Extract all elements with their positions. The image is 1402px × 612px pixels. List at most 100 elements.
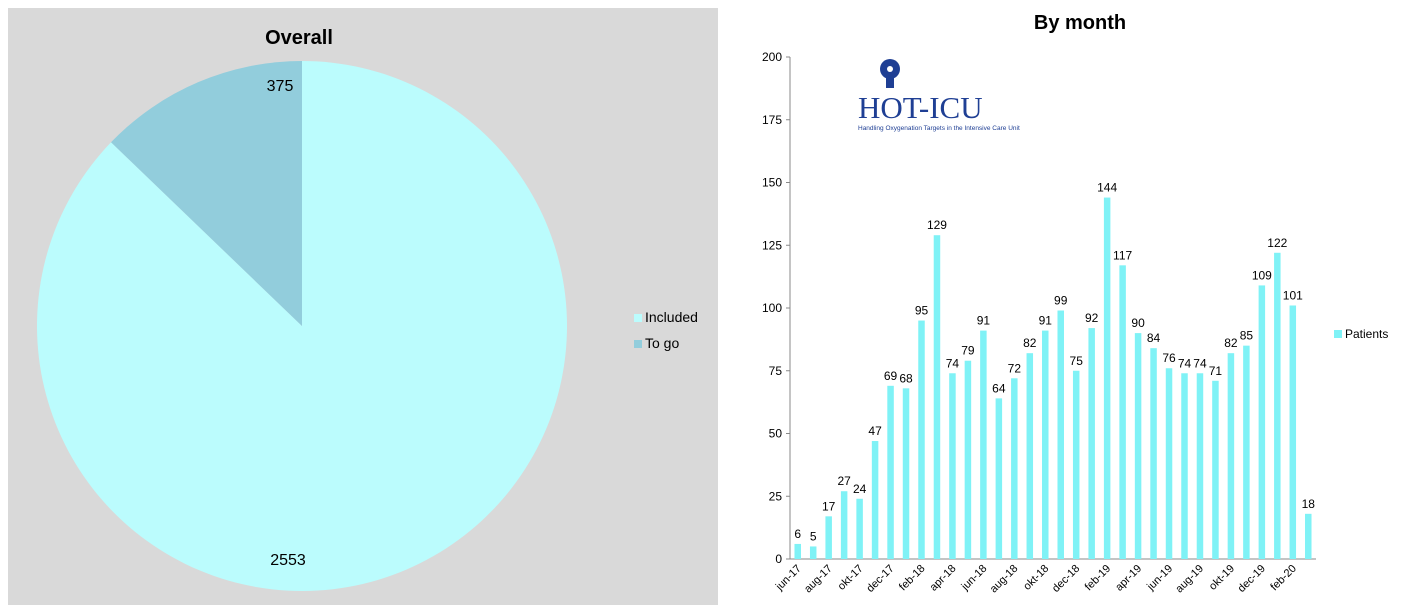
- x-tick-label: feb-19: [1083, 563, 1114, 594]
- bar-data-label: 27: [837, 474, 851, 488]
- bar-aug-18: [1011, 378, 1018, 559]
- bar-data-label: 82: [1023, 336, 1037, 350]
- x-tick-label: aug-17: [802, 563, 835, 596]
- y-tick-label: 100: [762, 301, 782, 315]
- x-tick-label: jun-19: [1144, 563, 1175, 594]
- pie-legend-swatch: [634, 314, 642, 322]
- bar-sep-18: [1026, 353, 1034, 559]
- bar-data-label: 75: [1070, 354, 1084, 368]
- x-tick-label: apr-19: [1113, 563, 1144, 594]
- bar-jul-17: [809, 546, 817, 559]
- bar-data-label: 74: [1178, 356, 1192, 370]
- x-tick-label: dec-19: [1236, 563, 1268, 595]
- bar-data-label: 109: [1252, 268, 1272, 282]
- y-tick-label: 75: [769, 364, 783, 378]
- bar-apr-18: [949, 373, 956, 559]
- bar-jan-18: [902, 388, 910, 559]
- logo-key-stem: [886, 78, 894, 88]
- bar-okt-18: [1042, 330, 1049, 559]
- x-tick-label: jun-17: [773, 563, 804, 594]
- bar-mar-19: [1119, 265, 1126, 559]
- bar-mar-20: [1305, 513, 1312, 559]
- bar-jan-20: [1274, 252, 1281, 559]
- bar-maj-19: [1150, 348, 1157, 559]
- bar-data-label: 47: [868, 424, 882, 438]
- bar-data-label: 17: [822, 499, 836, 513]
- x-tick-label: feb-20: [1268, 563, 1299, 594]
- bar-data-label: 99: [1054, 294, 1068, 308]
- bar-feb-20: [1289, 305, 1297, 559]
- bar-aug-19: [1196, 373, 1204, 559]
- logo-wordmark: HOT-ICU: [858, 90, 983, 125]
- bar-dec-18: [1072, 370, 1080, 559]
- bar-data-label: 5: [810, 529, 817, 543]
- bar-jul-18: [995, 398, 1003, 559]
- bar-data-label: 69: [884, 369, 898, 383]
- bar-nov-18: [1057, 310, 1064, 559]
- bar-data-label: 18: [1302, 497, 1316, 511]
- bar-jan-19: [1088, 328, 1095, 559]
- pie-legend-label: To go: [645, 335, 679, 351]
- bar-data-label: 76: [1162, 351, 1176, 365]
- bar-data-label: 85: [1240, 329, 1254, 343]
- overall-pie-panel: Overall 2553 375 Included To go: [8, 8, 718, 605]
- bar-feb-19: [1103, 197, 1111, 559]
- bar-dec-19: [1258, 285, 1266, 559]
- bar-data-label: 68: [899, 371, 913, 385]
- bar-aug-17: [825, 516, 832, 559]
- x-tick-label: okt-17: [836, 563, 866, 593]
- y-tick-label: 175: [762, 113, 782, 127]
- x-tick-label: aug-19: [1173, 563, 1206, 596]
- bar-data-label: 82: [1224, 336, 1238, 350]
- bar-data-label: 91: [1039, 314, 1053, 328]
- x-tick-label: jun-18: [959, 563, 990, 594]
- bar-data-label: 72: [1008, 361, 1022, 375]
- pie-slice-included: [37, 61, 567, 592]
- bar-sep-19: [1212, 380, 1219, 559]
- bar-data-label: 74: [946, 356, 960, 370]
- x-tick-label: apr-18: [928, 563, 959, 594]
- y-tick-label: 150: [762, 176, 782, 190]
- by-month-bar-chart: By month HOT-ICU Handling Oxygenation Ta…: [762, 12, 1388, 596]
- bar-data-label: 117: [1113, 248, 1132, 262]
- bar-data-label: 74: [1193, 356, 1207, 370]
- logo-key-hole: [887, 66, 893, 72]
- bar-sep-17: [840, 491, 848, 559]
- bar-jul-19: [1181, 373, 1188, 559]
- bar-data-label: 79: [961, 344, 975, 358]
- y-tick-label: 50: [769, 427, 783, 441]
- bar-jun-17: [794, 543, 801, 559]
- logo-tagline: Handling Oxygenation Targets in the Inte…: [858, 125, 1020, 132]
- bar-apr-19: [1134, 333, 1142, 559]
- x-tick-label: aug-18: [988, 563, 1021, 596]
- bar-data-label: 129: [927, 218, 947, 232]
- bar-data-label: 92: [1085, 311, 1099, 325]
- bar-data-label: 71: [1209, 364, 1223, 378]
- bar-dec-17: [887, 385, 894, 559]
- bar-feb-18: [918, 320, 925, 559]
- x-tick-label: feb-18: [897, 563, 928, 594]
- bar-mar-18: [933, 235, 941, 559]
- by-month-bar-panel: By month HOT-ICU Handling Oxygenation Ta…: [728, 0, 1402, 607]
- overall-pie-chart: Overall 2553 375 Included To go: [37, 27, 698, 592]
- y-tick-label: 25: [769, 489, 783, 503]
- bar-data-label: 84: [1147, 331, 1161, 345]
- bar-data-label: 6: [794, 527, 801, 541]
- x-tick-label: dec-18: [1050, 563, 1082, 595]
- pie-title: Overall: [265, 27, 333, 49]
- bar-data-label: 101: [1283, 288, 1303, 302]
- bar-nov-19: [1243, 345, 1250, 559]
- bar-okt-17: [856, 498, 863, 559]
- x-tick-label: okt-19: [1207, 563, 1237, 593]
- bar-nov-17: [871, 441, 879, 559]
- y-tick-label: 125: [762, 238, 782, 252]
- bar-okt-19: [1227, 353, 1235, 559]
- bar-maj-18: [964, 360, 972, 559]
- bar-jun-18: [980, 330, 987, 559]
- bar-data-label: 24: [853, 482, 867, 496]
- hot-icu-logo: HOT-ICU Handling Oxygenation Targets in …: [858, 59, 1020, 132]
- pie-legend-label: Included: [645, 309, 698, 325]
- pie-data-label: 375: [267, 78, 294, 95]
- y-tick-label: 200: [762, 50, 782, 64]
- bar-data-label: 122: [1267, 236, 1287, 250]
